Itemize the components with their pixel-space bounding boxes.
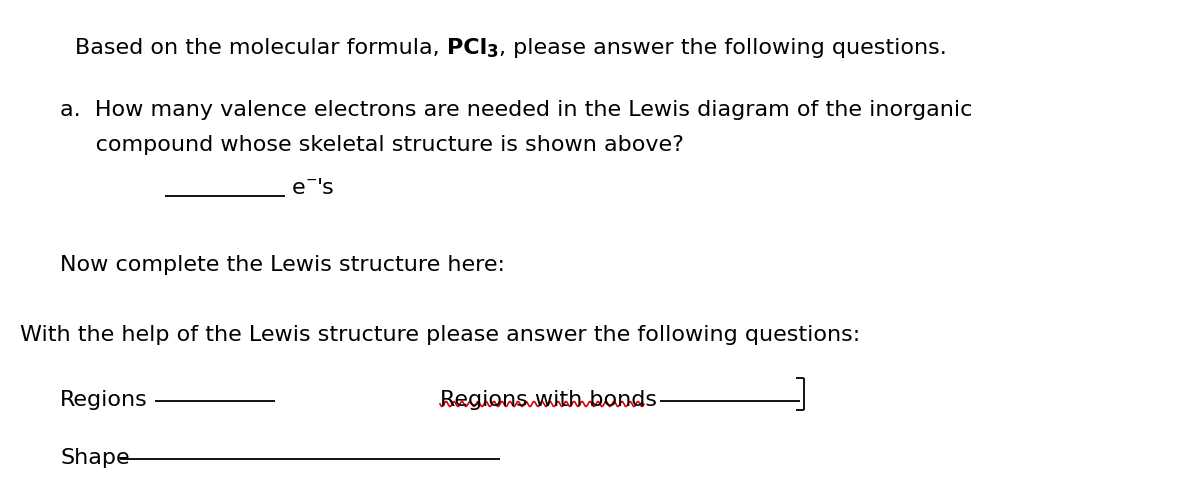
Text: Shape: Shape <box>60 448 130 468</box>
Text: PCl: PCl <box>446 38 487 58</box>
Text: Based on the molecular formula,: Based on the molecular formula, <box>74 38 446 58</box>
Text: Now complete the Lewis structure here:: Now complete the Lewis structure here: <box>60 255 505 275</box>
Text: With the help of the Lewis structure please answer the following questions:: With the help of the Lewis structure ple… <box>20 325 860 345</box>
Text: a.  How many valence electrons are needed in the Lewis diagram of the inorganic: a. How many valence electrons are needed… <box>60 100 972 120</box>
Text: compound whose skeletal structure is shown above?: compound whose skeletal structure is sho… <box>60 135 684 155</box>
Text: Regions with bonds: Regions with bonds <box>440 390 658 410</box>
Text: −: − <box>306 173 317 187</box>
Text: e: e <box>292 178 306 198</box>
Text: , please answer the following questions.: , please answer the following questions. <box>499 38 947 58</box>
Text: 's: 's <box>317 178 335 198</box>
Text: 3: 3 <box>487 43 499 61</box>
Text: Regions: Regions <box>60 390 148 410</box>
